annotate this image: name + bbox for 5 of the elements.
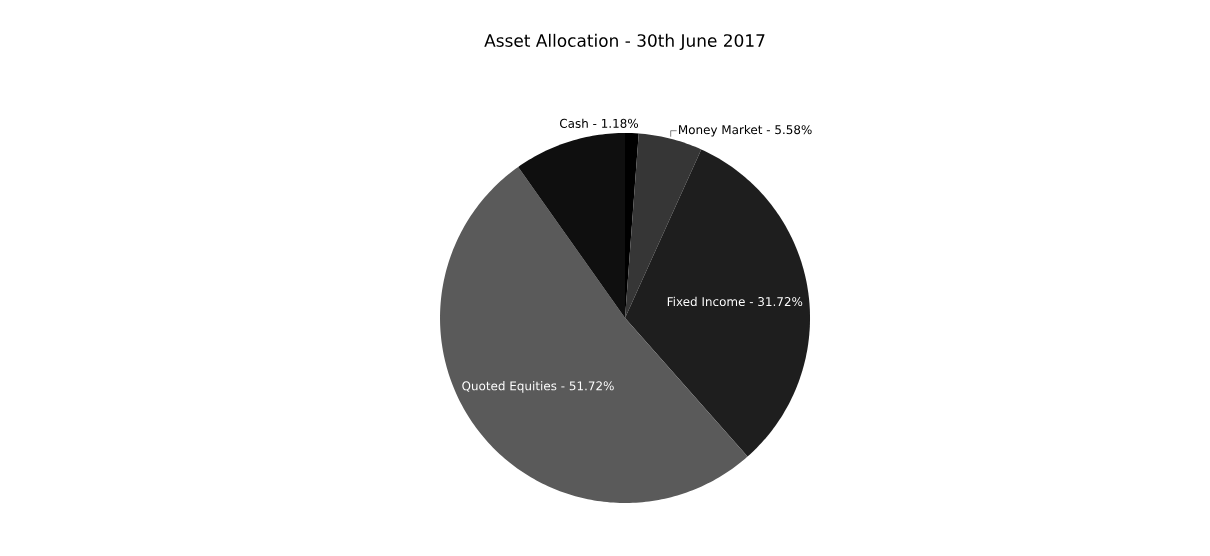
chart-title: Asset Allocation - 30th June 2017 [484,33,765,51]
slice-label: Quoted Equities - 51.72% [462,381,614,393]
slice-label: Money Market - 5.58% [679,124,812,137]
slice-label: Cash - 1.18% [559,118,639,128]
slice-label: Fixed Income - 31.72% [667,296,803,307]
